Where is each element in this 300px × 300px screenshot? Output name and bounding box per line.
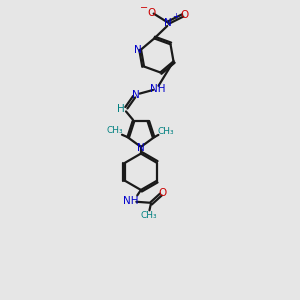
Text: N: N — [134, 44, 142, 55]
Text: CH₃: CH₃ — [141, 211, 158, 220]
Text: H: H — [117, 104, 124, 114]
Text: NH: NH — [123, 196, 139, 206]
Text: −: − — [140, 3, 148, 13]
Text: O: O — [159, 188, 167, 198]
Text: N: N — [133, 89, 140, 100]
Text: NH: NH — [150, 84, 166, 94]
Text: CH₃: CH₃ — [158, 127, 174, 136]
Text: CH₃: CH₃ — [106, 126, 123, 135]
Text: N: N — [137, 143, 145, 153]
Text: O: O — [148, 8, 156, 18]
Text: +: + — [172, 12, 179, 21]
Text: O: O — [180, 10, 189, 20]
Text: N: N — [164, 18, 172, 28]
